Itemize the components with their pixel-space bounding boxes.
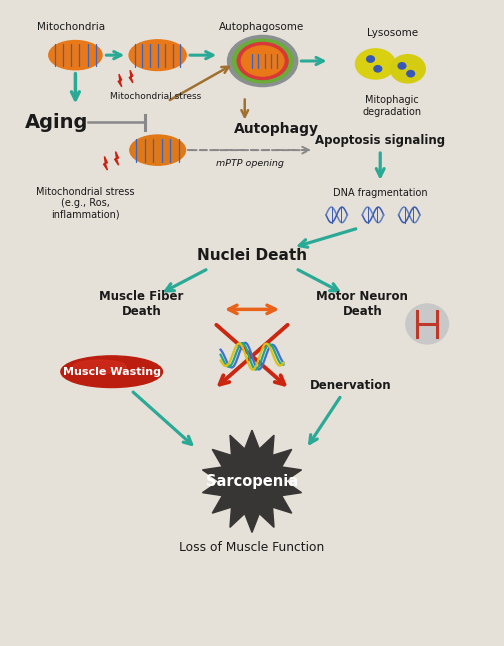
- Text: Autophagosome: Autophagosome: [219, 22, 304, 32]
- Ellipse shape: [130, 135, 185, 165]
- Text: mPTP opening: mPTP opening: [216, 160, 284, 169]
- Ellipse shape: [398, 63, 406, 69]
- Ellipse shape: [407, 70, 415, 77]
- Ellipse shape: [241, 46, 284, 76]
- Text: Mitochondrial stress: Mitochondrial stress: [109, 92, 201, 101]
- Ellipse shape: [374, 66, 382, 72]
- Ellipse shape: [367, 56, 374, 62]
- Text: Denervation: Denervation: [310, 379, 392, 392]
- Polygon shape: [103, 156, 107, 170]
- Ellipse shape: [391, 55, 425, 83]
- Text: Autophagy: Autophagy: [234, 122, 319, 136]
- Text: Sarcopenia: Sarcopenia: [206, 474, 298, 489]
- Ellipse shape: [232, 39, 293, 83]
- Text: Loss of Muscle Function: Loss of Muscle Function: [179, 541, 325, 554]
- Ellipse shape: [406, 304, 449, 344]
- Text: Mitophagic
degradation: Mitophagic degradation: [363, 95, 422, 117]
- Text: Muscle Fiber
Death: Muscle Fiber Death: [99, 291, 184, 318]
- Ellipse shape: [49, 41, 102, 70]
- Ellipse shape: [355, 49, 395, 79]
- Ellipse shape: [247, 52, 282, 70]
- Polygon shape: [129, 70, 133, 83]
- Polygon shape: [203, 430, 301, 532]
- Polygon shape: [118, 74, 122, 87]
- Text: Apoptosis signaling: Apoptosis signaling: [315, 134, 445, 147]
- Ellipse shape: [61, 356, 162, 388]
- Text: DNA fragmentation: DNA fragmentation: [333, 187, 427, 198]
- Ellipse shape: [237, 43, 288, 79]
- Polygon shape: [114, 152, 118, 165]
- Ellipse shape: [129, 40, 186, 70]
- Ellipse shape: [228, 36, 298, 87]
- Text: Mitochondria: Mitochondria: [37, 22, 105, 32]
- Text: Motor Neuron
Death: Motor Neuron Death: [317, 291, 408, 318]
- Text: Muscle Wasting: Muscle Wasting: [62, 367, 161, 377]
- Text: Lysosome: Lysosome: [367, 28, 418, 38]
- Text: Mitochondrial stress
(e.g., Ros,
inflammation): Mitochondrial stress (e.g., Ros, inflamm…: [36, 187, 135, 220]
- Text: Aging: Aging: [25, 113, 88, 132]
- Text: Nuclei Death: Nuclei Death: [197, 248, 307, 264]
- Ellipse shape: [73, 360, 126, 373]
